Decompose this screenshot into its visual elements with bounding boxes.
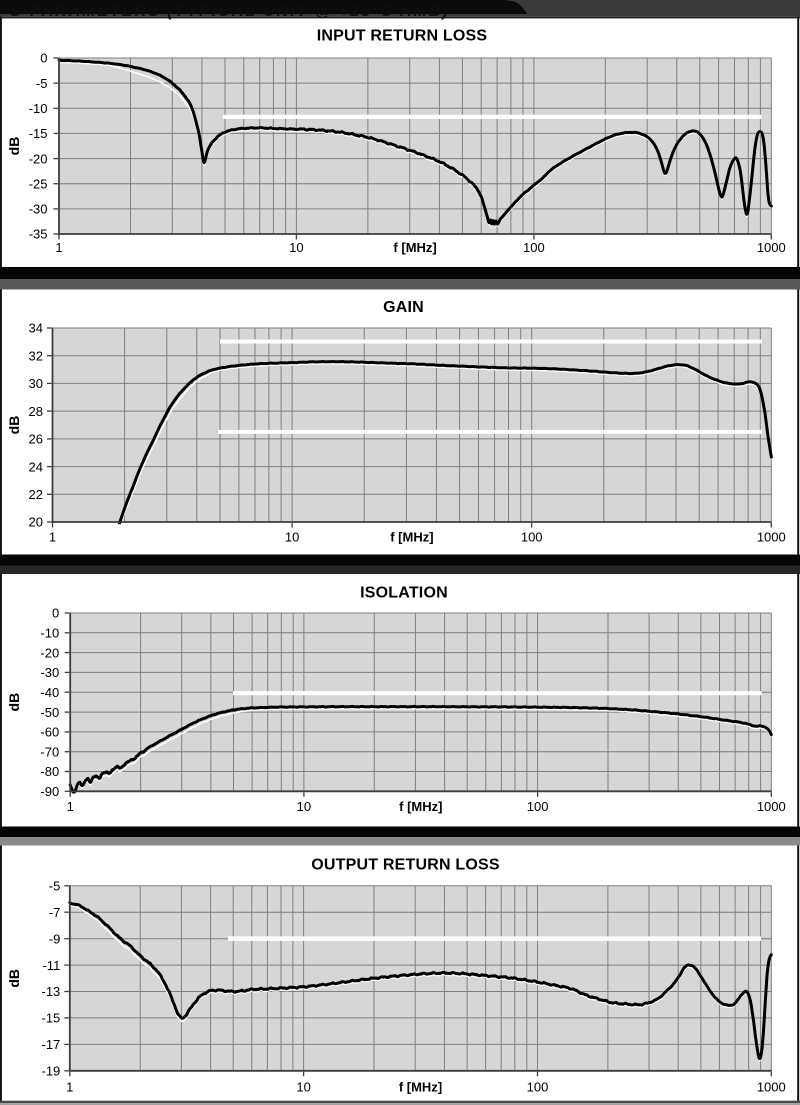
svg-text:1: 1 bbox=[55, 240, 62, 255]
svg-text:100: 100 bbox=[527, 1079, 549, 1094]
svg-text:dB: dB bbox=[6, 693, 22, 712]
svg-text:34: 34 bbox=[29, 321, 43, 336]
svg-text:1: 1 bbox=[49, 530, 56, 545]
svg-text:dB: dB bbox=[6, 969, 22, 988]
svg-text:ISOLATION: ISOLATION bbox=[360, 585, 448, 602]
svg-text:30: 30 bbox=[29, 376, 43, 391]
svg-text:-80: -80 bbox=[40, 764, 59, 779]
svg-text:f [MHz]: f [MHz] bbox=[390, 530, 433, 545]
svg-text:-13: -13 bbox=[42, 984, 61, 999]
svg-text:f [MHz]: f [MHz] bbox=[399, 799, 442, 814]
svg-text:-40: -40 bbox=[40, 685, 59, 700]
svg-text:-60: -60 bbox=[40, 725, 59, 740]
svg-text:-9: -9 bbox=[49, 931, 61, 946]
svg-text:-11: -11 bbox=[42, 958, 60, 973]
svg-text:f [MHz]: f [MHz] bbox=[393, 240, 436, 255]
svg-text:0: 0 bbox=[40, 51, 47, 66]
svg-text:10: 10 bbox=[296, 1079, 310, 1094]
svg-text:1000: 1000 bbox=[757, 799, 786, 814]
svg-text:-35: -35 bbox=[29, 227, 48, 242]
svg-text:f [MHz]: f [MHz] bbox=[399, 1079, 442, 1094]
svg-text:100: 100 bbox=[521, 530, 543, 545]
svg-text:22: 22 bbox=[29, 487, 43, 502]
svg-text:-50: -50 bbox=[40, 705, 59, 720]
svg-text:dB: dB bbox=[6, 137, 22, 156]
svg-text:-7: -7 bbox=[49, 905, 61, 920]
svg-text:-19: -19 bbox=[42, 1064, 61, 1079]
svg-text:-5: -5 bbox=[36, 76, 48, 91]
svg-text:1000: 1000 bbox=[757, 240, 786, 255]
svg-text:10: 10 bbox=[289, 240, 303, 255]
svg-text:10: 10 bbox=[285, 530, 299, 545]
svg-text:-10: -10 bbox=[40, 626, 59, 641]
svg-text:INPUT RETURN LOSS: INPUT RETURN LOSS bbox=[317, 28, 488, 45]
svg-text:-30: -30 bbox=[40, 665, 59, 680]
svg-text:-17: -17 bbox=[42, 1037, 61, 1052]
svg-text:100: 100 bbox=[527, 799, 549, 814]
svg-text:-25: -25 bbox=[29, 176, 48, 191]
svg-text:-90: -90 bbox=[40, 784, 59, 799]
svg-text:-10: -10 bbox=[29, 101, 48, 116]
svg-text:-70: -70 bbox=[40, 744, 59, 759]
svg-text:1000: 1000 bbox=[757, 1079, 786, 1094]
svg-text:28: 28 bbox=[29, 404, 43, 419]
svg-text:dB: dB bbox=[6, 416, 22, 435]
svg-text:-15: -15 bbox=[29, 126, 48, 141]
svg-text:1: 1 bbox=[66, 1079, 73, 1094]
svg-text:OUTPUT RETURN LOSS: OUTPUT RETURN LOSS bbox=[311, 857, 500, 874]
svg-text:0: 0 bbox=[52, 606, 59, 621]
svg-text:1000: 1000 bbox=[757, 530, 786, 545]
svg-text:-15: -15 bbox=[42, 1011, 61, 1026]
svg-text:S-PARAMETERS (TYPICAL UNIT @ +: S-PARAMETERS (TYPICAL UNIT @ +25°C AMB) bbox=[10, 3, 450, 20]
svg-text:26: 26 bbox=[29, 432, 43, 447]
svg-text:-30: -30 bbox=[29, 202, 48, 217]
svg-text:10: 10 bbox=[297, 799, 311, 814]
svg-text:-5: -5 bbox=[49, 879, 61, 894]
svg-text:32: 32 bbox=[29, 348, 43, 363]
svg-text:GAIN: GAIN bbox=[383, 299, 424, 316]
svg-text:-20: -20 bbox=[29, 151, 48, 166]
svg-text:-20: -20 bbox=[40, 645, 59, 660]
svg-text:100: 100 bbox=[523, 240, 545, 255]
svg-text:20: 20 bbox=[29, 515, 43, 530]
svg-text:24: 24 bbox=[29, 459, 43, 474]
svg-text:1: 1 bbox=[67, 799, 74, 814]
